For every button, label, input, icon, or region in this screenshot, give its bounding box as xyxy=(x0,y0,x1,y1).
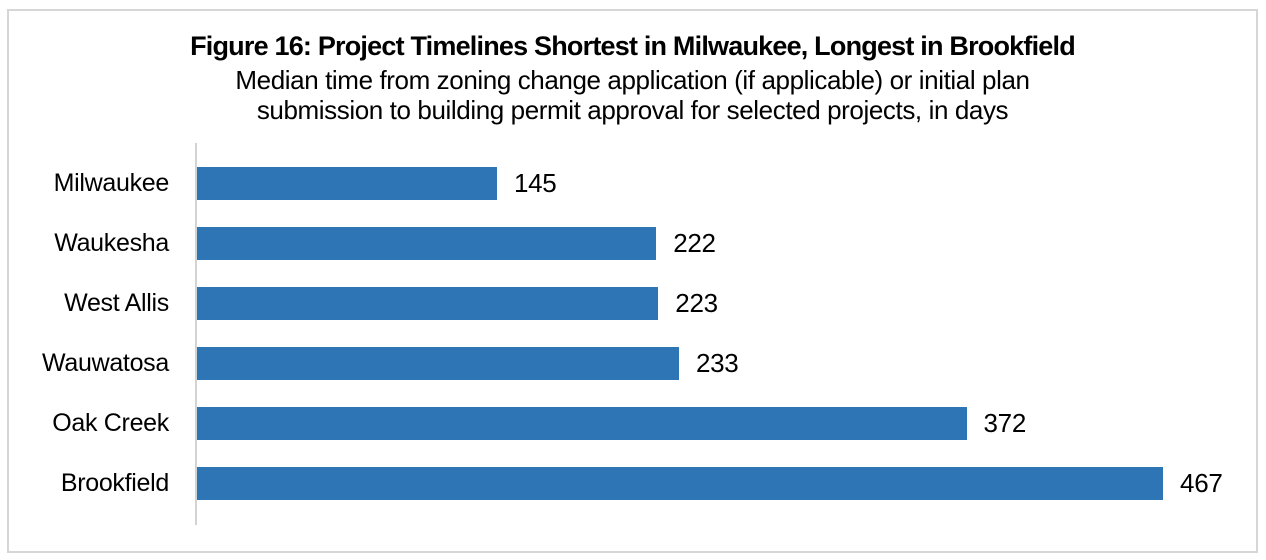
bar xyxy=(197,466,1164,500)
chart-subtitle-line-1: Median time from zoning change applicati… xyxy=(235,65,1030,95)
category-label: Brookfield xyxy=(60,468,169,497)
bar-row: Waukesha 222 xyxy=(11,213,1252,273)
category-label: Milwaukee xyxy=(53,168,170,197)
bar xyxy=(197,406,967,440)
chart-title: Figure 16: Project Timelines Shortest in… xyxy=(190,31,1076,61)
value-label: 467 xyxy=(1180,467,1223,498)
bar-track: 467 xyxy=(197,453,1252,513)
chart-header: Figure 16: Project Timelines Shortest in… xyxy=(9,29,1256,125)
bar-row: Oak Creek 372 xyxy=(11,393,1252,453)
bar-rows: Milwaukee 145 Waukesha 222 West Allis 22… xyxy=(11,153,1252,513)
bar-row: Brookfield 467 xyxy=(11,453,1252,513)
category-label: Waukesha xyxy=(54,228,169,257)
bar-track: 233 xyxy=(197,333,1252,393)
bar-row: Milwaukee 145 xyxy=(11,153,1252,213)
y-axis-line xyxy=(195,143,197,525)
bar xyxy=(197,346,679,380)
bar xyxy=(197,226,657,260)
value-label: 372 xyxy=(983,407,1027,438)
value-label: 222 xyxy=(673,227,716,258)
bar-row: Wauwatosa 233 xyxy=(11,333,1252,393)
category-label: Oak Creek xyxy=(52,408,169,437)
bar xyxy=(197,286,659,320)
bar-plot: Milwaukee 145 Waukesha 222 West Allis 22… xyxy=(11,143,1252,525)
figure-16-frame: Figure 16: Project Timelines Shortest in… xyxy=(7,9,1258,553)
bar xyxy=(197,166,497,200)
chart-subtitle-line-2: submission to building permit approval f… xyxy=(256,95,1009,125)
bar-track: 223 xyxy=(197,273,1252,333)
bar-row: West Allis 223 xyxy=(11,273,1252,333)
bar-track: 145 xyxy=(197,153,1252,213)
category-label: West Allis xyxy=(64,288,169,317)
chart-subtitle: Median time from zoning change applicati… xyxy=(9,65,1256,125)
value-label: 223 xyxy=(675,287,718,318)
bar-track: 222 xyxy=(197,213,1252,273)
category-label: Wauwatosa xyxy=(42,348,169,377)
bar-track: 372 xyxy=(197,393,1252,453)
value-label: 145 xyxy=(513,167,557,198)
value-label: 233 xyxy=(695,347,739,378)
